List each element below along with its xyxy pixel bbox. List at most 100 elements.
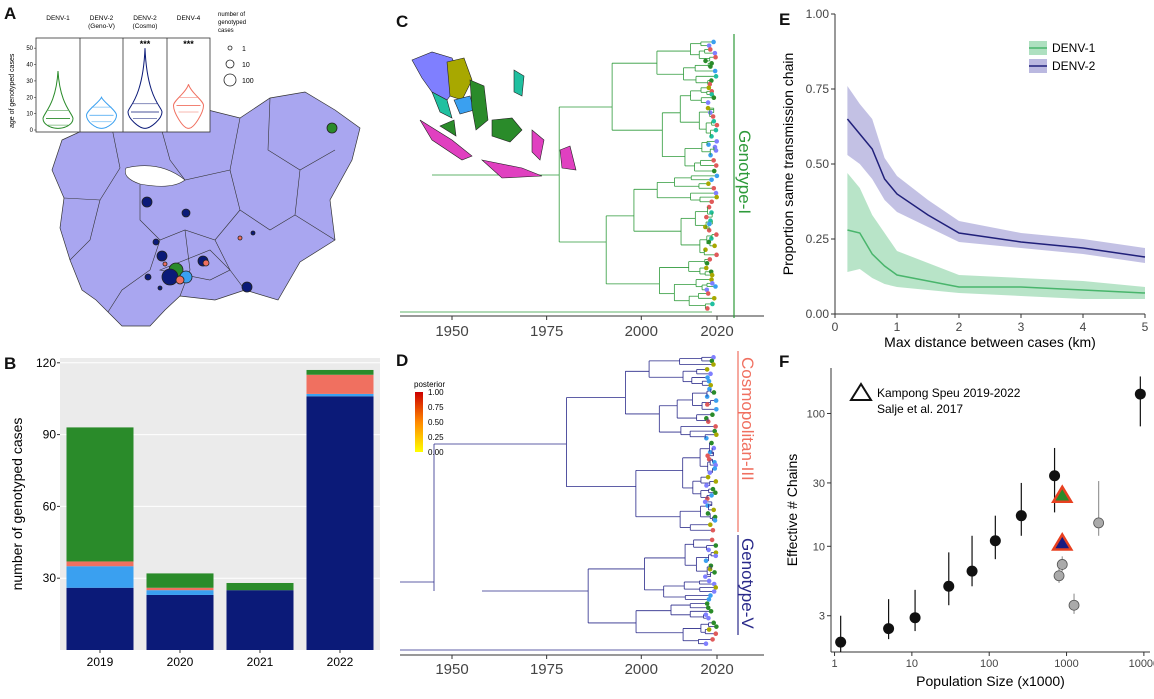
gray-point — [1068, 599, 1080, 611]
tree-x-tick-label: 2020 — [700, 661, 733, 678]
tree-tip — [708, 593, 713, 598]
tree-tip — [707, 221, 712, 227]
tree-x-tick-label: 2020 — [700, 323, 733, 340]
tree-tip — [703, 612, 709, 617]
bar-segment — [66, 587, 134, 650]
bar-segment — [66, 427, 134, 562]
tree-tip — [704, 287, 710, 293]
tree-tip — [713, 553, 719, 559]
x-tick-label: 0 — [832, 320, 839, 334]
tree-tip — [710, 637, 715, 642]
significance-marker: *** — [183, 39, 194, 49]
tree-tip — [704, 435, 709, 441]
tree-tip — [706, 378, 712, 384]
black-point — [1134, 388, 1146, 400]
tree-tip — [703, 247, 708, 252]
violin-group-name: DENV-4 — [177, 15, 201, 22]
tree-tip — [713, 585, 719, 590]
tree-tip — [709, 493, 714, 498]
tree-tip — [713, 284, 718, 289]
confidence-band — [847, 173, 1145, 299]
panel-label-b: B — [4, 354, 17, 373]
posterior-legend-value: 0.75 — [428, 403, 444, 412]
posterior-legend-value: 0.00 — [428, 448, 444, 457]
y-tick-label: 1.00 — [806, 7, 830, 21]
x-tick-label: 4 — [1080, 320, 1087, 334]
tree-tip — [704, 416, 709, 421]
tree-tip — [713, 479, 719, 484]
y-tick-label: 0.50 — [806, 157, 830, 171]
violin-group-name: (Cosmo) — [133, 23, 158, 30]
confidence-band — [847, 86, 1145, 263]
tree-tip — [714, 232, 719, 237]
inset-map-region — [469, 79, 489, 131]
tree-tip — [708, 609, 714, 614]
tree-tip — [712, 518, 718, 523]
tree-tip — [713, 148, 719, 153]
size-legend-value: 10 — [242, 62, 250, 69]
x-tick-label: 10000 — [1129, 658, 1154, 670]
tree-tip — [714, 139, 720, 144]
triangle-point — [1051, 532, 1074, 551]
tree-tip — [711, 390, 717, 395]
cambodia-map — [51, 91, 361, 327]
southeast-asia-inset-map — [411, 51, 577, 179]
tree-x-tick-label: 2000 — [625, 661, 658, 678]
inset-map-region — [431, 91, 453, 119]
tree-tip — [713, 127, 719, 133]
tree-tip — [710, 281, 715, 286]
tree-tip — [712, 570, 717, 575]
violin-y-tick-label: 0 — [30, 128, 34, 134]
violin-group-name: DENV-2 — [133, 15, 157, 22]
tree-tip — [705, 453, 710, 458]
tree-tip — [711, 581, 717, 587]
y-tick-label: 90 — [43, 428, 57, 442]
map-case-points — [141, 122, 338, 293]
inset-map-region — [531, 129, 545, 161]
inset-map-region — [491, 117, 523, 143]
tree-tip — [713, 490, 718, 495]
tree-tip — [706, 43, 712, 48]
y-axis-label: Proportion same transmission chain — [780, 53, 796, 276]
tree-tip — [709, 134, 714, 139]
tree-tip — [709, 537, 715, 543]
tree-tip — [709, 440, 714, 446]
x-tick-label: 3 — [1018, 320, 1025, 334]
x-tick-label: 2021 — [247, 655, 274, 669]
tree-tip — [707, 567, 713, 572]
violin-shape — [127, 48, 163, 129]
tree-tip — [709, 210, 714, 215]
posterior-legend-title: posterior — [414, 380, 445, 389]
violin-shape — [85, 95, 118, 129]
x-axis-label: Population Size (x1000) — [916, 673, 1065, 689]
size-legend-circle — [223, 73, 237, 87]
triangle-point — [1051, 484, 1074, 504]
y-tick-label: 3 — [819, 611, 825, 623]
black-point — [1015, 510, 1027, 522]
panel-label-d: D — [396, 351, 409, 370]
y-tick-label: 10 — [813, 541, 825, 553]
tree-tip — [706, 547, 711, 553]
posterior-legend-value: 0.50 — [428, 418, 444, 427]
tree-tip — [704, 601, 710, 606]
tree-tip — [711, 362, 716, 367]
tree-tip — [713, 190, 719, 196]
black-point — [1049, 470, 1061, 482]
size-legend-value: 100 — [242, 78, 254, 85]
panel-label-c: C — [396, 12, 409, 31]
tree-tip — [714, 406, 719, 412]
gray-point — [1053, 570, 1065, 582]
tree-tip — [711, 118, 717, 124]
tree-tip — [711, 355, 716, 360]
size-legend-circle — [227, 45, 233, 51]
legend-label: DENV-1 — [1052, 41, 1096, 55]
black-point — [883, 623, 895, 635]
violin-y-label: age of genotyped cases — [9, 53, 16, 128]
tree-tip — [704, 260, 710, 266]
tree-tip — [705, 503, 710, 508]
significance-marker: *** — [140, 39, 151, 49]
black-point — [989, 535, 1001, 547]
bar-segment — [226, 582, 294, 591]
panel-d-phylogeny: 1950 1975 2000 2020 Cosmopolitan-III Genotype… — [400, 351, 764, 678]
tree-tip — [707, 257, 713, 262]
